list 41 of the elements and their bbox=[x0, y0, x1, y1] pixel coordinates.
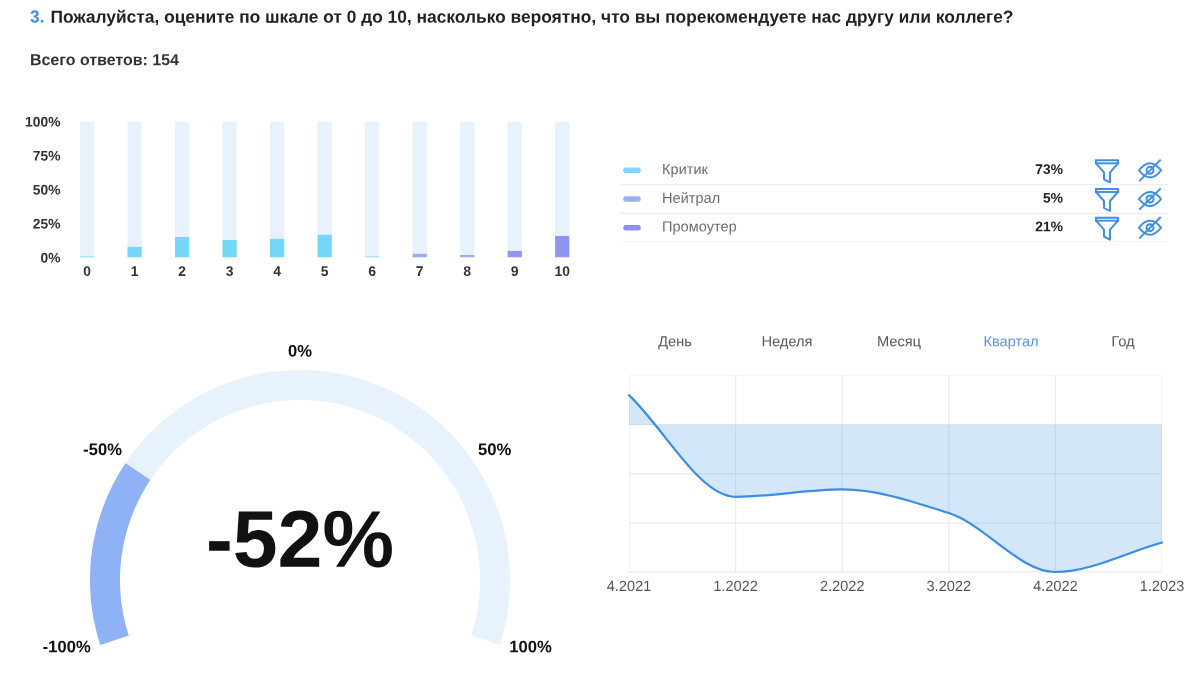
x-tick-label: 2.2022 bbox=[820, 580, 864, 592]
x-tick-label: 1 bbox=[131, 266, 139, 276]
x-tick-label: 4.2021 bbox=[607, 580, 651, 592]
x-tick-label: 8 bbox=[463, 266, 471, 277]
category-label: Критик bbox=[663, 164, 709, 178]
y-tick-label: 100% bbox=[25, 116, 61, 127]
category-label: День bbox=[658, 336, 692, 350]
x-tick-label: 1.2023 bbox=[1140, 580, 1184, 592]
x-tick-label: 4.2022 bbox=[1033, 580, 1077, 592]
chart-title: 3. Пожалуйста, оцените по шкале от 0 до 10, насколько вероятно, что вы порекомендуете нас другу или коллеге? bbox=[30, 9, 1013, 27]
text: 73% bbox=[1035, 164, 1063, 175]
x-tick-label: 6 bbox=[368, 266, 376, 277]
x-tick-label: 4 bbox=[273, 266, 281, 276]
text: -100% bbox=[43, 640, 91, 653]
x-tick-label: 3 bbox=[226, 266, 233, 277]
text: 100% bbox=[510, 640, 552, 653]
category-label: Год bbox=[1112, 336, 1135, 350]
x-tick-label: 2 bbox=[178, 266, 186, 276]
y-tick-label: 75% bbox=[33, 150, 61, 161]
y-tick-label: 50% bbox=[33, 184, 61, 195]
x-tick-label: 7 bbox=[416, 266, 423, 276]
text: -52% bbox=[209, 510, 392, 568]
x-tick-label: 0 bbox=[83, 266, 91, 277]
category-label: Квартал bbox=[984, 336, 1038, 350]
text: 50% bbox=[478, 443, 511, 456]
text: 21% bbox=[1035, 221, 1063, 232]
y-tick-label: 0% bbox=[41, 252, 61, 263]
category-label: Месяц bbox=[878, 336, 921, 350]
x-tick-label: 9 bbox=[511, 266, 519, 277]
x-tick-label: 5 bbox=[321, 266, 329, 277]
category-label: Нейтрал bbox=[663, 192, 720, 206]
x-tick-label: 1.2022 bbox=[714, 580, 758, 592]
y-tick-label: 25% bbox=[33, 218, 61, 229]
text: -50% bbox=[83, 443, 122, 456]
x-tick-label: 3.2022 bbox=[927, 580, 971, 592]
chart-subtitle: Всего ответов: 154 bbox=[31, 54, 179, 66]
text: 5% bbox=[1043, 192, 1063, 203]
text: 0% bbox=[288, 344, 312, 357]
x-tick-label: 10 bbox=[555, 266, 570, 277]
category-label: Неделя bbox=[762, 336, 812, 350]
category-label: Промоутер bbox=[663, 221, 737, 235]
